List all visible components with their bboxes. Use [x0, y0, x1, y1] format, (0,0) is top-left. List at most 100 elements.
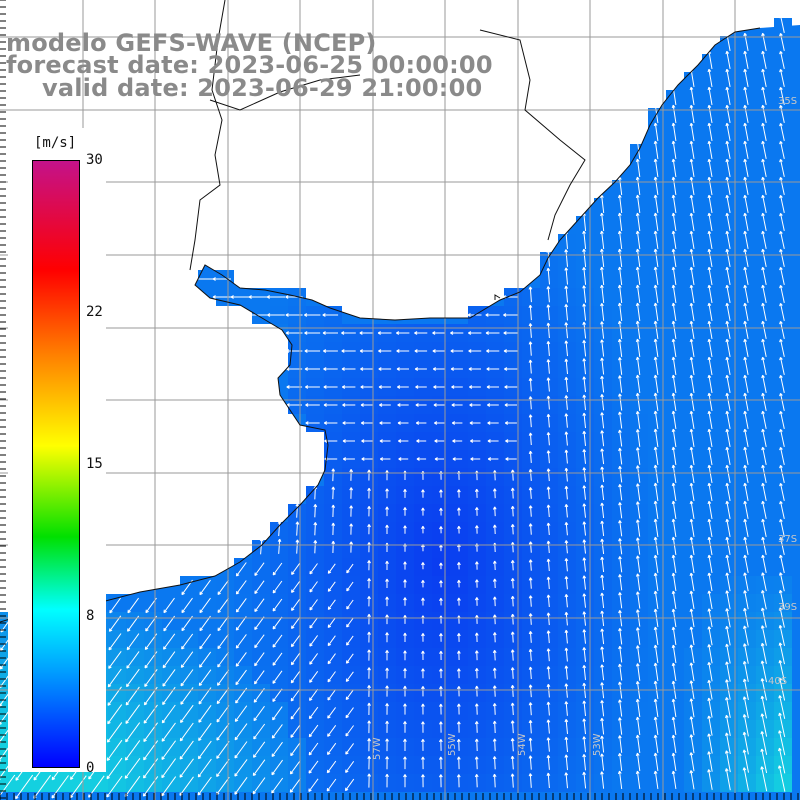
wind-arrow: [743, 554, 749, 573]
wind-arrow: [161, 758, 177, 779]
wind-arrow: [379, 403, 391, 407]
wind-arrow: [724, 750, 731, 773]
wind-arrow: [106, 775, 123, 798]
wind-arrow: [474, 525, 479, 534]
wind-arrow: [779, 266, 785, 286]
wind-arrow: [162, 669, 176, 687]
wind-arrow: [564, 772, 569, 789]
wind-arrow: [367, 738, 371, 752]
wind-arrow: [331, 486, 336, 500]
wind-arrow: [635, 429, 641, 447]
wind-arrow: [474, 721, 479, 733]
wind-arrow: [671, 230, 677, 249]
wind-arrow: [779, 392, 785, 412]
wind-arrow: [582, 267, 587, 285]
wind-arrow: [743, 32, 749, 51]
wind-arrow: [653, 644, 659, 663]
wind-arrow: [707, 590, 713, 610]
wind-arrow: [617, 194, 623, 214]
wind-arrow: [504, 421, 517, 425]
wind-arrow: [564, 683, 569, 698]
wind-arrow: [707, 697, 713, 718]
wind-arrow: [778, 624, 785, 647]
wind-arrow: [582, 539, 587, 554]
wind-arrow: [271, 724, 283, 739]
wind-arrow: [564, 665, 569, 680]
wind-arrow: [671, 302, 677, 321]
wind-arrow: [761, 122, 767, 141]
wind-arrow: [600, 339, 605, 357]
wind-arrow: [456, 738, 461, 751]
wind-arrow: [309, 617, 319, 629]
wind-arrow: [777, 765, 786, 792]
wind-arrow: [600, 664, 605, 681]
wind-arrow: [546, 395, 551, 410]
wind-arrow: [600, 448, 605, 465]
colorbar-tick-15: 15: [86, 456, 103, 472]
wind-arrow: [378, 349, 392, 353]
wind-arrow: [760, 713, 768, 737]
wind-arrow: [528, 631, 533, 643]
wind-arrow: [653, 356, 659, 375]
wind-arrow: [295, 521, 300, 536]
wind-arrow: [277, 520, 282, 537]
wind-arrow: [779, 446, 785, 466]
wind-arrow: [653, 554, 659, 573]
wind-arrow: [291, 616, 301, 630]
wind-arrow: [252, 759, 266, 777]
wind-arrow: [346, 581, 354, 592]
wind-arrow: [635, 194, 641, 213]
wind-arrow: [385, 488, 389, 499]
wind-arrow: [760, 731, 768, 755]
wind-arrow: [403, 561, 407, 570]
wind-arrow: [291, 563, 301, 575]
wind-arrow: [349, 505, 354, 517]
wind-arrow: [546, 359, 551, 374]
wind-arrow: [367, 524, 371, 535]
wind-arrow: [653, 140, 659, 159]
wind-arrow: [618, 411, 623, 429]
wind-arrow: [510, 684, 515, 697]
wind-arrow: [217, 579, 229, 596]
wind-arrow: [653, 518, 659, 537]
wind-arrow: [272, 562, 283, 576]
wind-arrow: [635, 284, 641, 303]
wind-arrow: [415, 403, 427, 407]
wind-arrow: [528, 702, 533, 716]
wind-arrow: [707, 482, 713, 501]
wind-arrow: [707, 392, 713, 411]
wind-arrow: [743, 392, 749, 411]
wind-arrow: [761, 464, 767, 483]
wind-arrow: [323, 367, 338, 371]
wind-arrow: [618, 645, 623, 663]
wind-arrow: [456, 774, 461, 788]
wind-arrow: [618, 447, 623, 465]
wind-arrow: [546, 612, 551, 626]
wind-arrow: [345, 689, 354, 701]
wind-arrow: [474, 579, 479, 588]
wind-arrow: [161, 722, 176, 742]
wind-arrow: [725, 302, 731, 321]
land-border: [189, 0, 226, 271]
wind-arrow: [582, 575, 587, 590]
wind-arrow: [600, 466, 605, 483]
wind-arrow: [617, 338, 623, 357]
wind-arrow: [217, 615, 229, 632]
wind-arrow: [216, 723, 230, 741]
wind-arrow: [600, 321, 605, 339]
wind-arrow: [600, 700, 605, 717]
wind-arrow: [671, 716, 677, 735]
wind-arrow: [416, 439, 427, 443]
wind-arrow: [510, 702, 515, 716]
wind-arrow: [510, 667, 515, 679]
wind-arrow: [216, 758, 230, 778]
wind-arrow: [309, 671, 319, 683]
wind-arrow: [779, 302, 785, 322]
wind-arrow: [779, 554, 785, 574]
wind-arrow: [528, 577, 533, 589]
wind-arrow: [600, 394, 605, 411]
wind-arrow: [486, 385, 499, 389]
wind-arrow: [635, 734, 641, 753]
wind-arrow: [457, 597, 461, 606]
wind-arrow: [528, 304, 533, 321]
